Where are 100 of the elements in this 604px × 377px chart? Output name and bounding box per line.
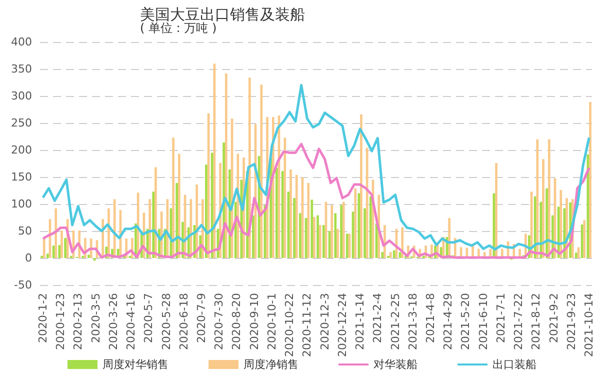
bar <box>560 190 562 258</box>
x-tick-label: 2021-8-12 <box>530 293 543 350</box>
bar <box>205 164 208 258</box>
bar <box>540 202 542 258</box>
bar <box>342 202 345 258</box>
bar <box>392 250 396 258</box>
bar <box>548 139 550 258</box>
x-tick-label: 2020-11-12 <box>300 293 314 357</box>
bar <box>322 225 325 258</box>
bar <box>316 215 319 258</box>
bar <box>93 258 96 261</box>
y-tick-label: 100 <box>11 198 32 210</box>
legend-label: 对华装船 <box>374 358 418 371</box>
bar <box>60 230 63 258</box>
x-tick-label: 2020-6-18 <box>177 293 190 350</box>
bar <box>354 188 357 258</box>
bar <box>64 238 66 258</box>
x-tick-label: 2021-4-8 <box>424 293 438 343</box>
bar <box>542 159 544 258</box>
bar <box>190 199 192 258</box>
bar <box>252 215 254 258</box>
x-tick-label: 2020-12-24 <box>336 293 349 357</box>
x-tick-label: 2020-3-5 <box>89 293 102 343</box>
x-tick-label: 2021-3-18 <box>406 293 420 350</box>
legend-label: 周度对华销售 <box>102 358 168 371</box>
x-tick-label: 2020-10-1 <box>265 293 278 350</box>
bar <box>495 162 498 258</box>
x-tick-label: 2021-4-29 <box>442 293 455 350</box>
x-tick-label: 2021-2-4 <box>371 293 384 343</box>
x-tick-label: 2021-5-20 <box>459 293 472 350</box>
x-tick-label: 2021-1-14 <box>354 293 367 350</box>
bar <box>42 238 46 258</box>
bar <box>275 168 278 258</box>
x-tick-label: 2020-4-16 <box>124 293 138 350</box>
bar <box>583 220 586 258</box>
x-tick-label: 2021-7-1 <box>494 293 508 343</box>
bar <box>224 73 228 258</box>
chart-title: 美国大豆出口销售及装船 <box>140 6 305 24</box>
bar <box>307 182 310 258</box>
x-tick-label: 2020-5-7 <box>142 293 156 343</box>
y-tick-label: 150 <box>11 170 32 184</box>
y-tick-label: 250 <box>11 116 32 130</box>
bar <box>176 182 178 258</box>
bar <box>340 205 342 258</box>
x-tick-label: 2021-6-10 <box>476 293 490 350</box>
bar <box>213 64 216 258</box>
bar <box>546 188 548 258</box>
y-tick-label: 50 <box>18 224 32 238</box>
bar <box>536 139 539 258</box>
bar <box>260 84 263 258</box>
y-tick-label: 400 <box>11 36 32 48</box>
x-tick-label: 2020-1-23 <box>54 293 68 350</box>
bar <box>381 252 384 258</box>
line-series <box>42 84 590 251</box>
x-tick-label: 2021-9-2 <box>547 293 560 343</box>
bar <box>310 200 314 258</box>
bar <box>298 213 302 258</box>
x-tick-label: 2020-8-20 <box>230 293 244 350</box>
bar <box>589 102 592 258</box>
bar <box>284 138 286 258</box>
x-tick-label: 2020-10-22 <box>283 293 296 357</box>
bar <box>287 192 290 258</box>
bar <box>360 114 362 258</box>
bar <box>318 225 322 258</box>
bar <box>154 167 157 258</box>
x-tick-label: 2020-5-28 <box>160 293 173 350</box>
x-tick-label: 2021-2-25 <box>388 293 402 350</box>
bar <box>54 208 58 258</box>
bar <box>152 192 155 258</box>
legend-label: 周度净销售 <box>244 358 298 371</box>
x-tick-label: 2020-7-9 <box>194 293 208 343</box>
bar <box>172 138 174 258</box>
bar <box>574 252 578 258</box>
line-series <box>42 142 590 259</box>
bar <box>336 228 339 258</box>
bar <box>369 196 372 258</box>
y-tick-label: 0 <box>25 252 32 264</box>
x-tick-label: 2020-9-10 <box>248 293 261 350</box>
legend-label: 出口装船 <box>492 358 536 371</box>
bar <box>58 245 61 258</box>
x-tick-label: 2020-2-13 <box>72 293 85 350</box>
y-tick-label: -50 <box>14 278 32 292</box>
y-tick-label: 300 <box>11 90 32 102</box>
bar <box>178 154 180 258</box>
y-tick-label: 200 <box>11 144 32 156</box>
chart-subtitle: ( 单位 : 万吨 ) <box>140 21 217 35</box>
bar <box>586 154 590 258</box>
bar <box>358 193 360 258</box>
bar <box>264 205 266 258</box>
x-tick-label: 2021-10-14 <box>582 293 596 357</box>
x-tick-label: 2020-7-30 <box>212 293 226 350</box>
bar <box>88 254 90 258</box>
bar <box>295 174 298 258</box>
x-tick-label: 2020-1-2 <box>36 293 50 343</box>
x-tick-label: 2021-7-22 <box>512 293 526 350</box>
x-tick-label: 2021-9-23 <box>564 293 578 350</box>
bar <box>148 199 151 258</box>
bar <box>330 205 334 258</box>
bar <box>46 254 49 258</box>
bar <box>290 169 292 258</box>
